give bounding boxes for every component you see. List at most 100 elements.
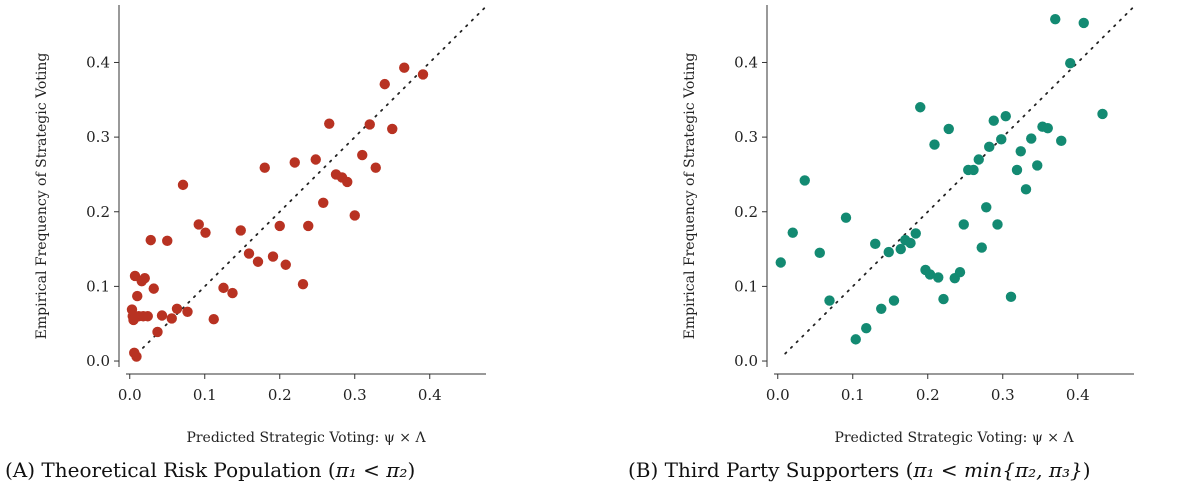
chart-panel-a: 0.0 0.1 0.2 0.3 0.4 0.0 0.1 0.2 0.3 0.4 Predicted …: [5, 0, 570, 500]
data-point: [399, 62, 410, 73]
data-point: [905, 237, 916, 249]
data-point: [208, 314, 219, 325]
caption-close: ): [407, 458, 416, 482]
data-point: [342, 176, 353, 188]
caption-math: π₁ < min{π₂, π₃}: [913, 458, 1083, 482]
y-tick-label: 0.4: [86, 53, 110, 71]
data-point: [799, 175, 810, 186]
y-tick-label: 0.3: [734, 128, 758, 146]
x-tick-label: 0.4: [1066, 386, 1090, 404]
data-point: [166, 313, 177, 324]
data-point: [387, 123, 398, 135]
caption-text: Theoretical Risk Population (: [41, 458, 336, 482]
x-tick-label: 0.1: [841, 386, 865, 404]
data-point: [324, 118, 335, 129]
data-point: [996, 134, 1007, 145]
data-point: [1026, 133, 1037, 144]
data-point: [370, 162, 381, 173]
caption-math: π₁ < π₂: [335, 458, 408, 482]
caption-b: (B) Third Party Supporters (π₁ < min{π₂,…: [628, 458, 1091, 482]
data-point: [200, 227, 211, 238]
data-point: [1078, 17, 1089, 29]
data-point: [182, 306, 193, 317]
data-point: [1065, 58, 1076, 69]
data-point: [929, 139, 940, 150]
scatter-plot-b: 0.0 0.1 0.2 0.3 0.4 0.0 0.1 0.2 0.3 0.4 Predicted …: [682, 5, 1135, 446]
data-point: [840, 212, 852, 223]
data-point: [1050, 13, 1061, 25]
data-point: [958, 219, 969, 230]
data-point: [280, 259, 291, 270]
caption-text: Third Party Supporters (: [664, 458, 914, 482]
y-tick-label: 0.1: [86, 277, 110, 295]
data-point: [297, 278, 309, 290]
data-point: [131, 351, 142, 362]
data-point: [775, 257, 786, 268]
data-point: [252, 256, 264, 267]
data-point: [132, 290, 143, 302]
data-point: [148, 283, 159, 294]
data-point: [1056, 135, 1067, 147]
caption-a: (A) Theoretical Risk Population (π₁ < π₂…: [5, 458, 415, 482]
data-point: [933, 272, 944, 283]
data-point: [954, 267, 966, 278]
data-point: [787, 227, 798, 238]
x-tick-label: 0.3: [991, 386, 1015, 404]
data-point: [417, 69, 429, 80]
x-tick-label: 0.2: [268, 386, 292, 404]
data-point: [274, 220, 285, 232]
reference-line-diagonal: [784, 5, 1135, 355]
x-tick-label: 0.4: [418, 386, 442, 404]
data-point: [171, 303, 183, 314]
data-point: [1005, 291, 1017, 303]
data-point: [267, 251, 279, 262]
data-point: [289, 157, 300, 168]
y-tick-label: 0.0: [86, 352, 110, 370]
scatter-plot-a: 0.0 0.1 0.2 0.3 0.4 0.0 0.1 0.2 0.3 0.4 Predicted …: [34, 5, 487, 446]
caption-tag: (B): [628, 458, 659, 482]
data-point: [139, 272, 150, 284]
data-point: [357, 149, 368, 161]
data-point: [824, 295, 835, 306]
data-point: [870, 238, 881, 250]
y-tick-label: 0.2: [86, 203, 110, 221]
data-point: [227, 287, 238, 299]
data-point: [303, 220, 314, 232]
data-point: [1032, 160, 1043, 171]
y-axis-label: Empirical Frequency of Strategic Voting: [34, 53, 50, 340]
data-point: [876, 303, 887, 314]
data-point: [162, 235, 173, 247]
data-point: [310, 154, 321, 165]
data-point: [193, 219, 204, 230]
data-point: [364, 119, 375, 130]
data-point: [1020, 184, 1032, 195]
data-point: [349, 210, 360, 221]
data-point: [984, 141, 995, 153]
data-point: [895, 243, 906, 255]
data-point: [1042, 122, 1053, 134]
data-point: [1011, 164, 1023, 176]
data-point: [883, 246, 894, 258]
x-axis-label: Predicted Strategic Voting: ψ × Λ: [186, 430, 426, 446]
data-point: [152, 326, 163, 338]
data-point: [924, 269, 936, 280]
data-point: [910, 228, 921, 239]
data-point: [943, 123, 954, 135]
data-point: [850, 334, 861, 345]
data-point: [861, 322, 872, 334]
y-tick-label: 0.3: [86, 128, 110, 146]
x-tick-label: 0.2: [916, 386, 940, 404]
data-point: [235, 225, 246, 236]
data-point: [156, 310, 168, 321]
data-point: [218, 282, 229, 294]
x-tick-label: 0.3: [343, 386, 367, 404]
reference-line-diagonal: [136, 5, 487, 355]
y-axis-label: Empirical Frequency of Strategic Voting: [682, 53, 698, 340]
data-point: [988, 115, 999, 126]
data-point: [177, 179, 189, 191]
data-point: [243, 248, 255, 259]
chart-panel-b: 0.0 0.1 0.2 0.3 0.4 0.0 0.1 0.2 0.3 0.4 Predicted …: [628, 0, 1196, 500]
data-point: [1015, 146, 1026, 157]
data-point: [981, 202, 992, 213]
y-tick-label: 0.4: [734, 53, 758, 71]
